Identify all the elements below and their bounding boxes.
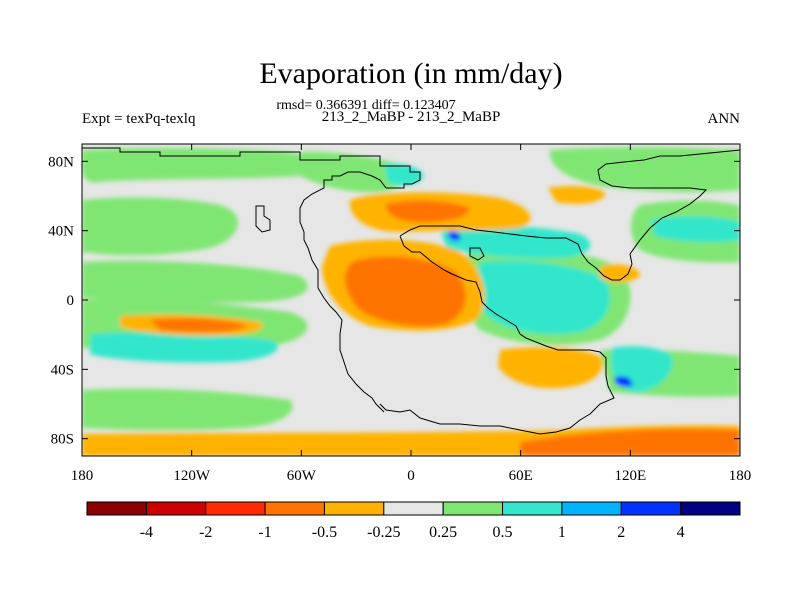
- contour-cyan-indian: [476, 260, 610, 334]
- colorbar-swatch: [86, 501, 147, 516]
- coastline-eurasia: [399, 149, 740, 281]
- colorbar-swatch: [561, 501, 622, 516]
- y-tick-label: 40S: [51, 362, 74, 378]
- colorbar-label: -0.5: [312, 524, 337, 541]
- x-tick-label: 180: [729, 468, 752, 484]
- contour-orange-deep-sahara: [345, 256, 466, 327]
- x-tick-label: 180: [71, 468, 94, 484]
- coastline-arctic: [82, 147, 421, 189]
- colorbar-label: 0.25: [429, 524, 457, 541]
- colorbar-swatch: [442, 501, 504, 516]
- colorbar-label: -0.25: [367, 524, 400, 541]
- contour-blue-aus: [614, 376, 633, 387]
- colorbar-swatch: [145, 501, 207, 516]
- x-tick-label: 120E: [614, 468, 646, 484]
- contour-cyan-pacific: [90, 332, 278, 363]
- x-tick-label: 0: [407, 468, 415, 484]
- contour-orange-s-atlantic: [498, 347, 603, 389]
- y-tick-label: 0: [67, 293, 75, 309]
- x-tick-label: 60E: [509, 468, 533, 484]
- contour-green-arctic: [82, 147, 319, 183]
- contour-orange-deep-s-pacific: [150, 318, 248, 333]
- colorbar-label: 1: [558, 524, 566, 541]
- contour-fills: [82, 147, 740, 456]
- colorbar-swatch: [383, 501, 444, 516]
- colorbar-label: 0.5: [493, 524, 513, 541]
- x-axis: 180 120W 60W 0 60E 120E 180: [71, 144, 752, 484]
- x-tick-label: 120W: [173, 468, 211, 484]
- contour-orange-eurasia: [548, 186, 606, 204]
- coastline-greenland: [255, 205, 271, 233]
- y-tick-label: 80S: [51, 432, 74, 448]
- colorbar: -4 -2 -1 -0.5 -0.25 0.25 0.5 1 2 4: [86, 501, 741, 541]
- contour-orange-deep-atlantic: [386, 200, 470, 222]
- contour-cyan-med: [440, 225, 591, 259]
- y-tick-label: 40N: [48, 224, 74, 240]
- contour-cyan-arctic: [384, 164, 424, 186]
- x-tick-label: 60W: [287, 468, 317, 484]
- y-axis: 80N 40N 0 40S 80S: [48, 154, 740, 448]
- coastline-africa-europe: [379, 235, 615, 435]
- colorbar-swatch: [323, 501, 385, 516]
- colorbar-swatch: [205, 501, 266, 516]
- contour-green-eurasia: [549, 147, 740, 193]
- contour-orange-deep-antarctic: [520, 428, 740, 456]
- coastline-americas: [299, 171, 387, 413]
- colorbar-swatch: [620, 501, 682, 516]
- contour-green-n-pacific: [82, 197, 239, 256]
- stats-subtitle: rmsd= 0.366391 diff= 0.123407: [276, 98, 455, 113]
- coastline-red-sea: [469, 247, 485, 261]
- colorbar-swatch: [680, 501, 741, 516]
- coastlines: [82, 147, 740, 435]
- experiment-label: Expt = texPq-texlq: [82, 111, 196, 127]
- season-label: ANN: [708, 111, 741, 127]
- case-subtitle: 213_2_MaBP - 213_2_MaBP: [322, 109, 501, 125]
- colorbar-label: -1: [258, 524, 271, 541]
- colorbar-label: -4: [140, 524, 153, 541]
- colorbar-swatch: [502, 501, 563, 516]
- colorbar-swatch: [264, 501, 325, 516]
- contour-blue-med: [448, 231, 461, 241]
- contour-green-s-ocean: [82, 388, 293, 431]
- map-panel: [82, 144, 740, 456]
- colorbar-label: 2: [617, 524, 625, 541]
- chart-title: Evaporation (in mm/day): [259, 57, 562, 90]
- contour-cyan-nw-pacific: [650, 216, 740, 243]
- colorbar-label: -2: [199, 524, 212, 541]
- contour-green-pacific-band: [82, 260, 308, 303]
- y-tick-label: 80N: [48, 154, 74, 170]
- colorbar-label: 4: [677, 524, 685, 541]
